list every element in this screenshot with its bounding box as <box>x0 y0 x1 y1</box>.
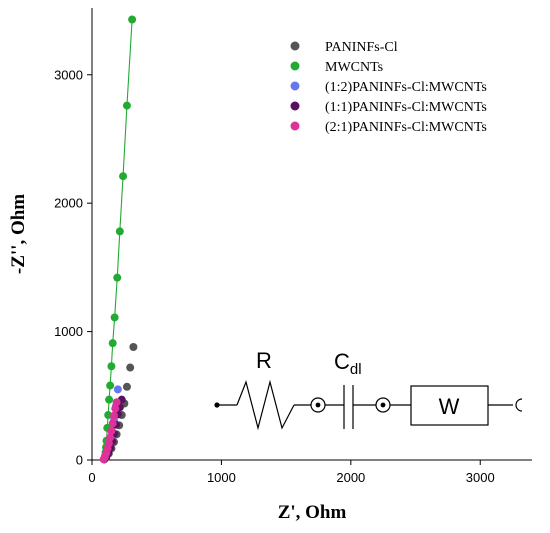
data-point <box>113 385 122 394</box>
capacitor-label: Cdl <box>334 349 362 378</box>
data-point <box>112 398 121 407</box>
capacitor-label-sub: dl <box>350 361 362 378</box>
node-dot <box>315 402 321 408</box>
equivalent-circuit: R Cdl W <box>214 348 523 431</box>
legend-label: (2:1)PANINFs-Cl:MWCNTs <box>325 120 487 135</box>
series-layer <box>99 15 138 464</box>
data-point <box>111 404 120 413</box>
x-tick-label: 2000 <box>336 470 365 485</box>
resistor-label: R <box>256 348 272 373</box>
legend-label: PANINFs-Cl <box>325 40 398 55</box>
series-5 <box>99 398 121 464</box>
legend-marker <box>290 41 300 51</box>
data-point <box>115 227 124 236</box>
x-tick-label: 1000 <box>207 470 236 485</box>
x-tick-label: 0 <box>88 470 95 485</box>
data-point <box>107 362 116 371</box>
data-point <box>122 101 131 110</box>
legend-label: MWCNTs <box>325 60 383 75</box>
legend-marker <box>290 61 300 71</box>
legend-marker <box>290 81 300 91</box>
data-point <box>119 172 128 181</box>
series-line <box>103 19 133 460</box>
data-point <box>110 411 118 420</box>
warburg-label: W <box>439 394 460 419</box>
x-tick-label: 3000 <box>466 470 495 485</box>
data-point <box>113 273 122 282</box>
data-point <box>104 411 113 420</box>
legend-label: (1:2)PANINFs-Cl:MWCNTs <box>325 80 487 95</box>
legend-marker <box>290 101 300 111</box>
circuit-terminal-right <box>515 398 523 412</box>
capacitor-label-main: C <box>334 349 350 374</box>
y-tick-label: 2000 <box>54 196 83 211</box>
data-point <box>107 427 116 436</box>
data-point <box>108 339 117 348</box>
series-2 <box>100 15 137 464</box>
legend-marker <box>290 121 300 131</box>
data-point <box>106 433 115 442</box>
data-point <box>108 419 117 428</box>
legend-label: (1:1)PANINFs-Cl:MWCNTs <box>325 100 487 115</box>
legend: PANINFs-Cl MWCNTs (1:2)PANINFs-Cl:MWCNTs (1… <box>290 40 487 135</box>
y-tick-label: 1000 <box>54 324 83 339</box>
data-point <box>105 395 114 404</box>
plot-frame <box>91 8 532 461</box>
data-point <box>126 363 135 372</box>
y-tick-label: 3000 <box>54 67 83 82</box>
data-point <box>129 343 138 351</box>
data-point <box>106 381 115 390</box>
y-tick-label: 0 <box>76 453 83 468</box>
data-point <box>122 382 131 391</box>
x-axis-ticks: 0 1000 2000 3000 <box>88 460 495 485</box>
data-point <box>128 15 137 24</box>
y-axis-ticks: 0 1000 2000 3000 <box>54 67 92 468</box>
x-axis-title: Z', Ohm <box>278 502 347 523</box>
y-axis-title: -Z'', Ohm <box>8 194 29 274</box>
data-point <box>110 313 119 322</box>
node-dot <box>380 402 386 408</box>
resistor-symbol <box>236 379 295 431</box>
